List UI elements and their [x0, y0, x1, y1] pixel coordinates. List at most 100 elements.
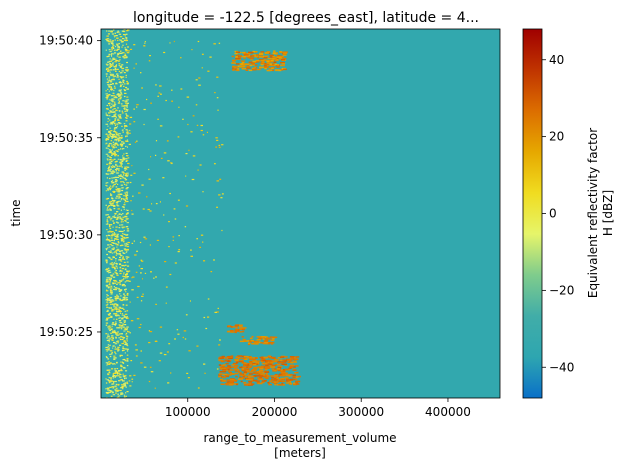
heatmap-cell: [116, 295, 119, 297]
heatmap-cell: [112, 145, 115, 148]
heatmap-cell: [123, 89, 126, 91]
heatmap-cell: [126, 338, 128, 340]
heatmap-cell: [126, 277, 128, 279]
heatmap-cell: [260, 62, 264, 65]
heatmap-cell: [113, 147, 115, 149]
heatmap-cell: [119, 144, 122, 146]
heatmap-cell: [218, 375, 223, 378]
heatmap-cell: [207, 298, 210, 300]
heatmap-cell: [115, 186, 118, 188]
heatmap-cell: [126, 52, 130, 54]
heatmap-cell: [111, 59, 114, 61]
heatmap-cell: [267, 355, 272, 357]
heatmap-cell: [235, 55, 238, 57]
heatmap-cell: [125, 175, 129, 177]
heatmap-cell: [268, 361, 273, 363]
heatmap-cell: [118, 315, 120, 317]
heatmap-cell: [109, 307, 111, 309]
heatmap-cell: [282, 54, 287, 56]
heatmap-cell: [110, 303, 112, 305]
heatmap-cell: [289, 356, 295, 358]
heatmap-cell: [107, 287, 110, 289]
heatmap-cell: [253, 66, 256, 69]
heatmap-cell: [124, 53, 126, 55]
heatmap-cell: [159, 125, 163, 127]
heatmap-cell: [290, 378, 296, 381]
heatmap-cell: [266, 69, 271, 72]
heatmap-cell: [112, 109, 114, 111]
heatmap-cell: [126, 132, 129, 134]
heatmap-cell: [108, 325, 111, 327]
heatmap-cell: [105, 90, 107, 92]
heatmap-cell: [109, 168, 112, 170]
heatmap-cell: [265, 374, 268, 376]
heatmap-cell: [119, 52, 122, 54]
heatmap-cell: [123, 321, 126, 323]
heatmap-cell: [108, 54, 110, 56]
heatmap-cell: [142, 293, 144, 295]
heatmap-cell: [254, 357, 258, 359]
heatmap-cell: [265, 336, 268, 338]
heatmap-cell: [265, 359, 270, 362]
heatmap-cell: [120, 354, 123, 357]
heatmap-cell: [111, 55, 113, 57]
heatmap-cell: [114, 233, 117, 235]
heatmap-cell: [116, 340, 120, 342]
heatmap-cell: [124, 320, 126, 322]
heatmap-cell: [124, 200, 128, 202]
heatmap-cell: [105, 362, 108, 364]
heatmap-cell: [241, 51, 245, 54]
heatmap-cell: [252, 60, 256, 63]
heatmap-cell: [126, 155, 129, 157]
heatmap-cell: [109, 243, 112, 246]
heatmap-cell: [140, 268, 143, 270]
heatmap-cell: [107, 70, 110, 72]
heatmap-cell: [117, 46, 119, 48]
heatmap-cell: [124, 342, 127, 344]
heatmap-cell: [124, 83, 126, 85]
heatmap-cell: [107, 345, 110, 347]
x-axis-label: range_to_measurement_volume: [203, 431, 396, 445]
heatmap-cell: [257, 382, 260, 385]
heatmap-cell: [120, 89, 122, 91]
heatmap-cell: [258, 374, 261, 376]
heatmap-cell: [106, 319, 109, 321]
heatmap-cell: [123, 29, 126, 31]
heatmap-cell: [262, 358, 266, 361]
heatmap-cell: [252, 363, 256, 365]
heatmap-cell: [214, 311, 217, 313]
heatmap-cell: [110, 135, 114, 138]
heatmap-cell: [108, 162, 111, 165]
heatmap-cell: [108, 230, 112, 232]
heatmap-cell: [116, 172, 119, 174]
heatmap-cell: [125, 249, 127, 251]
heatmap-cell: [239, 66, 244, 68]
heatmap-cell: [120, 41, 124, 43]
heatmap-cell: [121, 264, 124, 267]
heatmap-cell: [274, 374, 277, 376]
heatmap-cell: [119, 269, 122, 271]
heatmap-cell: [125, 135, 128, 137]
heatmap-cell: [268, 363, 273, 365]
heatmap-cell: [240, 60, 246, 62]
heatmap-cell: [272, 55, 275, 58]
heatmap-cell: [108, 281, 111, 283]
heatmap-cell: [119, 306, 121, 309]
heatmap-cell: [255, 380, 260, 382]
heatmap-cell: [117, 205, 120, 207]
heatmap-cell: [122, 380, 125, 382]
heatmap-cell: [264, 371, 270, 373]
heatmap-cell: [201, 67, 203, 69]
colorbar-tick-label: −20: [549, 283, 574, 297]
heatmap-cell: [126, 299, 129, 301]
heatmap-cell: [107, 247, 109, 249]
heatmap-cell: [105, 96, 107, 99]
heatmap-cell: [281, 380, 286, 383]
heatmap-cell: [108, 43, 111, 45]
heatmap-cell: [238, 378, 243, 380]
heatmap-cell: [294, 376, 299, 378]
heatmap-cell: [118, 324, 121, 326]
heatmap-cell: [113, 89, 115, 92]
heatmap-cell: [117, 348, 120, 350]
heatmap-cell: [112, 76, 115, 78]
